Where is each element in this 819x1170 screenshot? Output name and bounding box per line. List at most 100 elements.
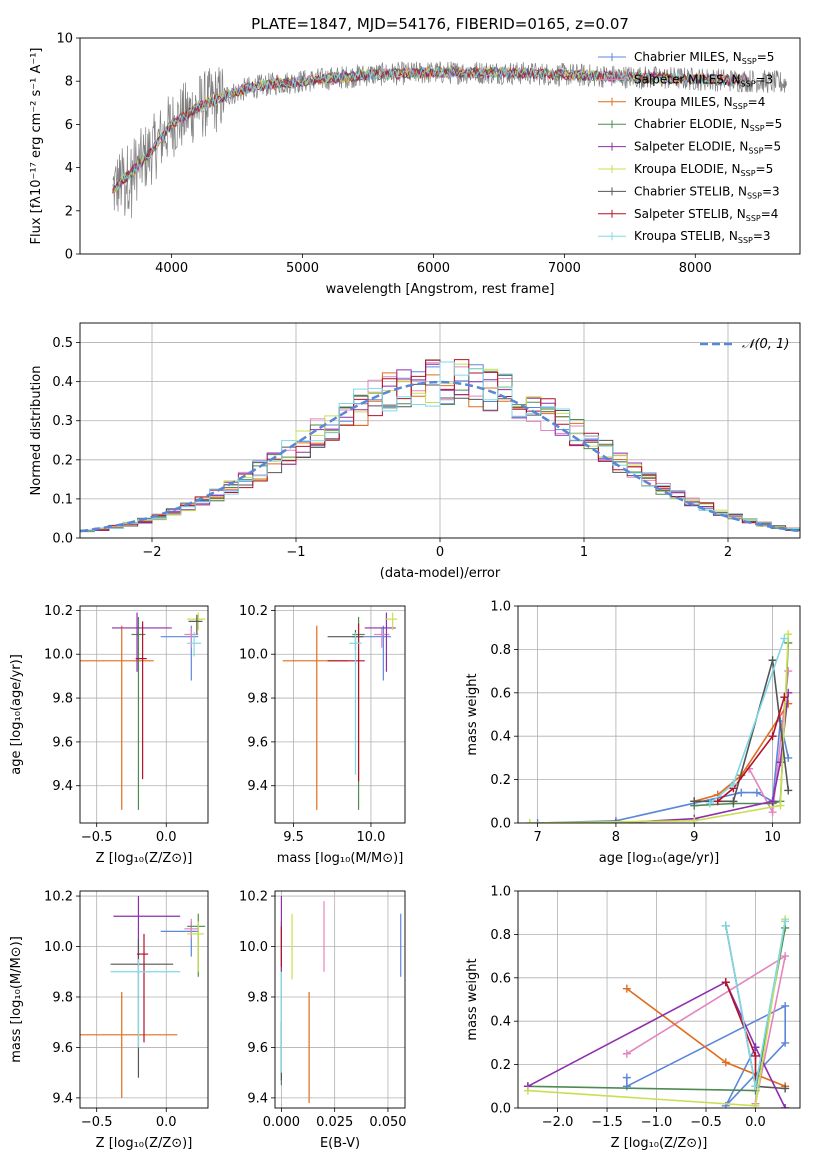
- x-tick-label: 0.050: [369, 1115, 406, 1130]
- normal-curve: [80, 380, 800, 533]
- weight-point: [768, 656, 777, 665]
- weight-point: [622, 1082, 631, 1091]
- y-tick-label: 9.6: [52, 735, 73, 750]
- x-tick-label: −0.5: [81, 830, 113, 845]
- y-tick-label: 0.8: [490, 928, 511, 943]
- y-tick-label: 9.4: [247, 779, 268, 794]
- weight-point: [729, 779, 738, 788]
- x-tick-label: 10.0: [356, 830, 385, 845]
- weight-point: [751, 1051, 760, 1060]
- x-tick-label: −1: [286, 545, 305, 560]
- plot-area-age-vs-Z: [80, 606, 208, 823]
- y-tick-label: 9.8: [52, 692, 73, 707]
- weight-point: [751, 1082, 760, 1091]
- weight-point: [622, 984, 631, 993]
- weight-point: [768, 732, 777, 741]
- x-tick-label: 9: [690, 830, 698, 845]
- weight-series-line: [529, 634, 790, 823]
- weight-point: [781, 952, 790, 961]
- x-tick-label: −0.5: [690, 1115, 722, 1130]
- x-tick-label: 0.000: [263, 1115, 300, 1130]
- y-tick-label: 6: [65, 118, 73, 133]
- y-tick-label: 10.0: [44, 648, 73, 663]
- y-axis-label: mass [log₁₀(M/M⊙)]: [9, 936, 24, 1063]
- y-axis-label: Flux [fλ10⁻¹⁷ erg cm⁻² s⁻¹ A⁻¹]: [29, 48, 44, 245]
- y-tick-label: 9.6: [247, 1041, 268, 1056]
- weight-point: [523, 1086, 532, 1095]
- x-tick-label: −0.5: [81, 1115, 113, 1130]
- x-tick-label: 7000: [548, 261, 581, 276]
- y-tick-label: 0.0: [490, 1102, 511, 1117]
- x-tick-label: 0.0: [156, 1115, 177, 1130]
- y-tick-label: 9.4: [247, 1091, 268, 1106]
- weight-point: [781, 1002, 790, 1011]
- plot-area-age-vs-mass: [275, 606, 405, 823]
- y-tick-label: 9.8: [52, 990, 73, 1005]
- weight-series-line: [527, 980, 786, 1108]
- axes-frame: [517, 605, 801, 824]
- x-tick-label: 0: [436, 545, 444, 560]
- legend-entry: Salpeter STELIB, NSSP=4: [634, 207, 778, 223]
- weight-point: [776, 801, 785, 810]
- y-tick-label: 9.8: [247, 990, 268, 1005]
- y-tick-label: 10: [56, 32, 73, 47]
- plot-area-residuals: [80, 323, 800, 538]
- weight-series-line: [694, 703, 789, 803]
- weight-point: [729, 797, 738, 806]
- panel-mass-weight-vs-age: 7 8 9 10 0.0 0.2 0.4 0.6 0.8 1.0 age [log₁₀(age/yr…: [465, 600, 801, 866]
- y-tick-label: 9.8: [247, 692, 268, 707]
- weight-point: [622, 1049, 631, 1058]
- plot-area-mass-vs-Z: [80, 891, 208, 1108]
- weight-point: [784, 667, 793, 676]
- weight-point: [781, 1104, 790, 1108]
- y-tick-label: 10.0: [44, 940, 73, 955]
- weight-point: [780, 634, 789, 643]
- legend-entry: Kroupa MILES, NSSP=4: [634, 95, 765, 111]
- y-axis-label: Normed distribution: [29, 366, 44, 496]
- axes-frame: [79, 890, 209, 1109]
- x-axis-label: wavelength [Angstrom, rest frame]: [326, 282, 555, 297]
- y-tick-label: 0.8: [490, 643, 511, 658]
- plot-area-mass-weight-vs-age: [518, 606, 800, 823]
- weight-point: [737, 788, 746, 797]
- weight-point: [721, 978, 730, 987]
- x-axis-label: E(B-V): [320, 1136, 360, 1151]
- y-tick-label: 0.6: [490, 971, 511, 986]
- weight-point: [781, 917, 790, 926]
- y-tick-label: 1.0: [490, 885, 511, 900]
- weight-point: [781, 1084, 790, 1093]
- x-tick-label: 5000: [286, 261, 319, 276]
- weight-point: [751, 1101, 760, 1108]
- weight-point: [705, 799, 714, 808]
- x-tick-label: 10: [764, 830, 781, 845]
- x-tick-label: 6000: [417, 261, 450, 276]
- legend-spectrum: Chabrier MILES, NSSP=5 Salpeter MILES, NS…: [598, 50, 782, 245]
- figure-title: PLATE=1847, MJD=54176, FIBERID=0165, z=0…: [251, 15, 629, 33]
- y-tick-label: 0.0: [490, 817, 511, 832]
- weight-point: [611, 819, 620, 823]
- axes-frame: [79, 322, 801, 539]
- y-axis-label: age [log₁₀(age/yr)]: [9, 654, 24, 775]
- y-tick-label: 0.0: [52, 532, 73, 547]
- x-tick-label: 2: [724, 545, 732, 560]
- y-tick-label: 4: [65, 161, 73, 176]
- data-spectrum-line: [112, 61, 787, 219]
- panel-age-vs-mass: 9.5 10.0 9.4 9.6 9.8 10.0 10.2 mass [log₁₀(M/M⊙…: [239, 604, 406, 866]
- y-tick-label: 9.4: [52, 1091, 73, 1106]
- weight-point: [525, 819, 534, 823]
- x-tick-label: 0.0: [156, 830, 177, 845]
- axes-frame: [274, 605, 406, 824]
- x-tick-label: −1.5: [591, 1115, 623, 1130]
- plot-area-spectrum: [112, 61, 787, 219]
- axes-frame: [79, 605, 209, 824]
- x-tick-label: 7: [533, 830, 541, 845]
- weight-point: [752, 788, 761, 797]
- x-axis-label: Z [log₁₀(Z/Z⊙)]: [96, 851, 193, 866]
- plot-area-mass-weight-vs-Z: [518, 891, 800, 1108]
- y-tick-label: 9.6: [52, 1041, 73, 1056]
- x-axis-label: Z [log₁₀(Z/Z⊙)]: [611, 1136, 708, 1151]
- panel-spectrum: 4000 5000 6000 7000 8000 0 2 4 6 8 10 wavelength [A…: [29, 32, 801, 297]
- weight-series-line: [615, 692, 790, 823]
- panel-residuals: −2 −1 0 1 2 0.0 0.1 0.2 0.3 0.4 0.5 (data-model)/er…: [29, 322, 801, 581]
- weight-point: [713, 797, 722, 806]
